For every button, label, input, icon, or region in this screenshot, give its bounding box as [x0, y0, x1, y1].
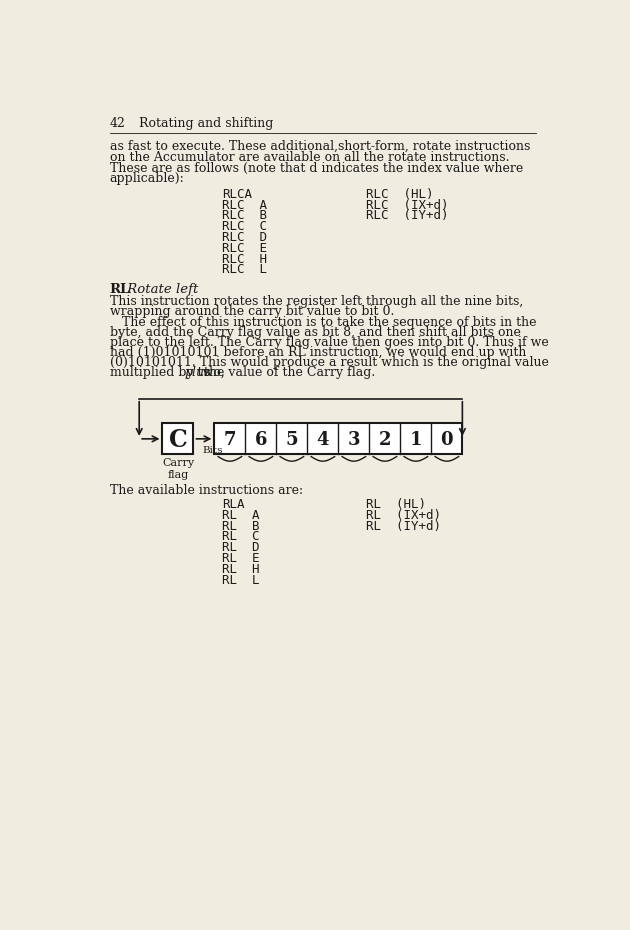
Text: RLC  B: RLC B: [222, 209, 267, 222]
Text: 3: 3: [348, 431, 360, 448]
Text: RLC  E: RLC E: [222, 242, 267, 255]
Text: RLCA: RLCA: [222, 188, 252, 201]
Text: byte, add the Carry flag value as bit 8, and then shift all bits one: byte, add the Carry flag value as bit 8,…: [110, 326, 520, 339]
Text: 2: 2: [379, 431, 391, 448]
Text: (0)10101011. This would produce a result which is the original value: (0)10101011. This would produce a result…: [110, 356, 549, 369]
Text: RL  (HL): RL (HL): [365, 498, 425, 512]
Text: RLC  L: RLC L: [222, 263, 267, 276]
Text: Bits: Bits: [203, 445, 223, 455]
Text: RL  A: RL A: [222, 509, 260, 522]
Text: RLC  H: RLC H: [222, 253, 267, 266]
Text: applicable):: applicable):: [110, 172, 185, 185]
Text: 7: 7: [224, 431, 236, 448]
Bar: [163, 423, 193, 454]
Text: RL  B: RL B: [222, 520, 260, 533]
Text: RLC  A: RLC A: [222, 199, 267, 212]
Text: C: C: [169, 428, 187, 452]
Text: the value of the Carry flag.: the value of the Carry flag.: [200, 366, 375, 379]
Text: 4: 4: [317, 431, 329, 448]
Text: These are as follows (note that d indicates the index value where: These are as follows (note that d indica…: [110, 162, 523, 175]
Text: The effect of this instruction is to take the sequence of bits in the: The effect of this instruction is to tak…: [110, 316, 536, 329]
Text: RLA: RLA: [222, 498, 244, 512]
Text: multiplied by two,: multiplied by two,: [110, 366, 229, 379]
Text: as fast to execute. These additional,short-form, rotate instructions: as fast to execute. These additional,sho…: [110, 140, 530, 153]
Text: The available instructions are:: The available instructions are:: [110, 485, 303, 498]
Text: plus: plus: [185, 366, 211, 379]
Text: RL  (IX+d): RL (IX+d): [365, 509, 440, 522]
Text: RL  C: RL C: [222, 530, 260, 543]
Text: 42: 42: [110, 117, 125, 130]
Text: RLC  C: RLC C: [222, 220, 267, 233]
Text: RLC  (IY+d): RLC (IY+d): [365, 209, 448, 222]
Text: 5: 5: [285, 431, 298, 448]
Text: place to the left. The Carry flag value then goes into bit 0. Thus if we: place to the left. The Carry flag value …: [110, 337, 549, 350]
Text: wrapping around the carry bit value to bit 0.: wrapping around the carry bit value to b…: [110, 305, 394, 318]
Text: Rotate left: Rotate left: [123, 284, 198, 297]
Text: 1: 1: [410, 431, 422, 448]
Bar: [214, 423, 462, 454]
Text: RL  (IY+d): RL (IY+d): [365, 520, 440, 533]
Text: RLC  (IX+d): RLC (IX+d): [365, 199, 448, 212]
Text: RL  L: RL L: [222, 574, 260, 587]
Text: 6: 6: [255, 431, 267, 448]
Text: RLC  D: RLC D: [222, 231, 267, 244]
Text: had (1)01010101 before an RL instruction, we would end up with: had (1)01010101 before an RL instruction…: [110, 347, 526, 360]
Text: on the Accumulator are available on all the rotate instructions.: on the Accumulator are available on all …: [110, 151, 509, 164]
Text: RL  H: RL H: [222, 563, 260, 576]
Text: This instruction rotates the register left through all the nine bits,: This instruction rotates the register le…: [110, 295, 523, 308]
Text: 0: 0: [440, 431, 453, 448]
Text: RL  D: RL D: [222, 541, 260, 554]
Text: RLC  (HL): RLC (HL): [365, 188, 433, 201]
Text: RL  E: RL E: [222, 552, 260, 565]
Text: Carry
flag: Carry flag: [162, 458, 194, 480]
Text: RL: RL: [110, 284, 130, 297]
Text: Rotating and shifting: Rotating and shifting: [139, 117, 273, 130]
